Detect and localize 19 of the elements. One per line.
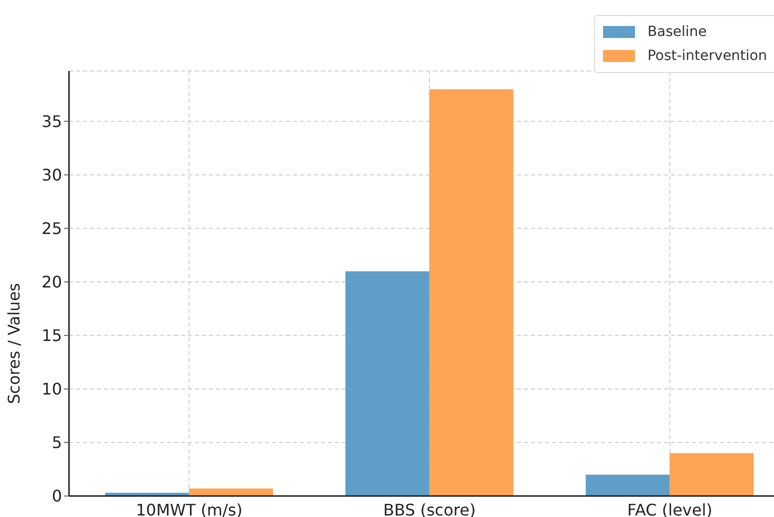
legend-label: Baseline: [647, 23, 707, 42]
x-tick-label: 10MWT (m/s): [136, 500, 242, 517]
y-tick-label: 25: [42, 219, 62, 238]
bar: [189, 488, 274, 496]
x-tick-label: BBS (score): [383, 500, 476, 517]
y-tick-label: 15: [42, 326, 62, 346]
y-tick-label: 35: [42, 112, 62, 131]
y-tick-label: 10: [42, 380, 62, 399]
x-tick-label: FAC (level): [627, 500, 712, 517]
y-tick-label: 0: [52, 486, 62, 506]
bar: [429, 89, 514, 496]
legend-label: Post-intervention: [647, 47, 767, 66]
y-tick-label: 20: [42, 272, 62, 292]
bar: [345, 271, 430, 496]
bar: [586, 474, 670, 496]
bar: [670, 453, 754, 496]
y-tick-label: 5: [52, 433, 62, 452]
y-axis-title: Scores / Values: [4, 283, 24, 404]
y-tick-label: 30: [42, 166, 62, 185]
